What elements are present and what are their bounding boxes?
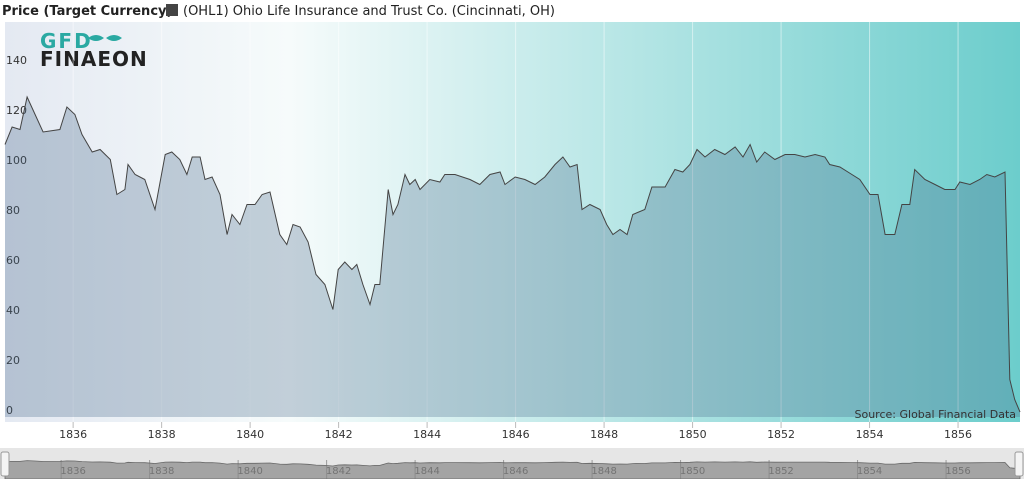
x-tick-label: 1838 — [148, 428, 176, 441]
x-tick-label: 1848 — [590, 428, 618, 441]
x-tick-label: 1854 — [856, 428, 884, 441]
y-tick-label: 20 — [6, 354, 20, 367]
chart-title: Price (Target Currency) — [2, 4, 172, 19]
x-tick-label: 1850 — [679, 428, 707, 441]
y-tick-label: 120 — [6, 104, 27, 117]
y-tick-label: 100 — [6, 154, 27, 167]
y-tick-label: 80 — [6, 204, 20, 217]
y-tick-label: 40 — [6, 304, 20, 317]
navigator-handle[interactable] — [0, 451, 10, 477]
x-tick-label: 1840 — [236, 428, 264, 441]
x-tick-label: 1856 — [944, 428, 972, 441]
plot-background — [5, 22, 1020, 422]
x-tick-label: 1836 — [59, 428, 87, 441]
x-tick-label: 1852 — [767, 428, 795, 441]
area — [5, 97, 1020, 417]
logo-bottom: FINAEON — [40, 47, 148, 71]
y-tick-label: 60 — [6, 254, 20, 267]
line — [4, 95, 1021, 413]
x-tick-label: 1846 — [502, 428, 530, 441]
logo-top: GFD — [40, 29, 93, 53]
legend-swatch[interactable] — [166, 4, 178, 16]
logo-leaf — [88, 35, 122, 41]
y-tick-label: 0 — [6, 404, 13, 417]
x-tick-label: 1844 — [413, 428, 441, 441]
x-tick-label: 1842 — [325, 428, 353, 441]
navigator-handle[interactable] — [1014, 451, 1024, 477]
logo: GFD FINAEON — [40, 29, 148, 71]
y-tick-label: 140 — [6, 54, 27, 67]
source-note: Source: Global Financial Data — [855, 408, 1017, 421]
legend-label[interactable]: (OHL1) Ohio Life Insurance and Trust Co.… — [183, 4, 555, 19]
navigator-area — [4, 460, 1021, 479]
